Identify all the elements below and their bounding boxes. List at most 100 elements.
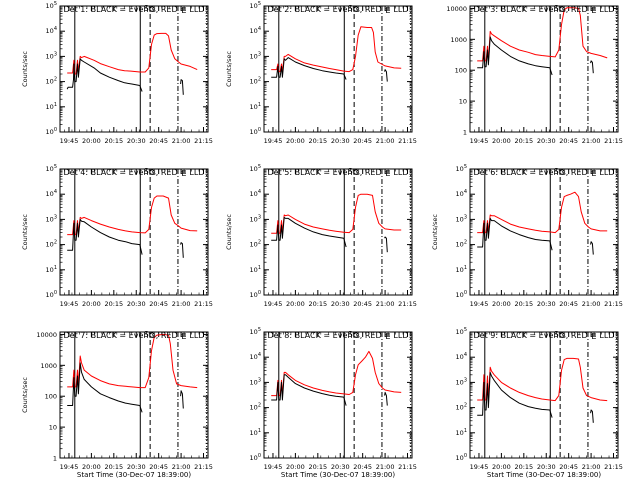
panel-det-8: 100 101 102 103 104 105 19:45 20:00 20:15 20:30 20… bbox=[250, 327, 417, 479]
y-tick-label: 102 bbox=[456, 403, 467, 412]
marker-label-end: E bbox=[385, 6, 390, 15]
plot-frame bbox=[59, 5, 209, 133]
events-series-line bbox=[67, 362, 143, 413]
events-series-line-segment bbox=[180, 79, 184, 95]
marker-label-end: E bbox=[385, 332, 390, 341]
marker-circle bbox=[559, 6, 565, 12]
x-tick-label: 21:15 bbox=[398, 137, 417, 145]
x-tick-label: 20:30 bbox=[537, 300, 556, 308]
x-tick-label: 20:45 bbox=[149, 137, 168, 145]
x-tick-label: 21:15 bbox=[604, 463, 623, 471]
x-tick-label: 21:15 bbox=[194, 463, 213, 471]
plot-frame bbox=[469, 331, 619, 459]
x-tick-label: 19:45 bbox=[470, 463, 489, 471]
y-tick-label: 105 bbox=[46, 164, 57, 173]
y-tick-label: 104 bbox=[46, 26, 57, 35]
x-tick-label: 20:15 bbox=[514, 300, 533, 308]
panel-title: Det 3: BLACK = Events, RED = LLD bbox=[474, 5, 615, 14]
panel-title: Det 1: BLACK = Events, RED = LLD bbox=[64, 5, 205, 14]
panel-det-1: 100 101 102 103 104 105 19:45 20:00 20:15 20:30 20… bbox=[21, 1, 213, 145]
x-tick-label: 20:45 bbox=[353, 137, 372, 145]
x-tick-label: 20:45 bbox=[353, 300, 372, 308]
y-tick-label: 105 bbox=[456, 327, 467, 336]
y-tick-label: 100 bbox=[455, 67, 467, 75]
marker-circle bbox=[149, 332, 155, 338]
events-series-line-segment bbox=[180, 390, 184, 409]
x-tick-label: 21:00 bbox=[582, 463, 601, 471]
marker-label-start: S bbox=[144, 330, 149, 339]
y-tick-label: 104 bbox=[46, 189, 57, 198]
panel-det-6: 100 101 102 103 104 105 19:45 20:00 20:15 20:30 20… bbox=[431, 164, 623, 308]
x-tick-label: 19:45 bbox=[60, 137, 79, 145]
panel-title: Det 7: BLACK = Events, RED = LLD bbox=[64, 331, 205, 340]
y-tick-label: 100 bbox=[46, 290, 57, 299]
y-axis-label: Counts/sec bbox=[431, 214, 439, 250]
panel-title: Det 9: BLACK = Events, RED = LLD bbox=[474, 331, 615, 340]
x-tick-label: 20:15 bbox=[308, 137, 327, 145]
events-series-line-segment bbox=[590, 409, 594, 423]
marker-circle bbox=[559, 332, 565, 338]
plot-frame bbox=[59, 331, 209, 459]
x-tick-label: 21:15 bbox=[604, 137, 623, 145]
x-tick-label: 20:15 bbox=[308, 463, 327, 471]
marker-label-start: S bbox=[348, 167, 353, 176]
marker-label-end: E bbox=[181, 6, 186, 15]
x-tick-label: 20:00 bbox=[492, 137, 511, 145]
x-tick-label: 20:30 bbox=[127, 300, 146, 308]
y-tick-label: 103 bbox=[250, 214, 261, 223]
x-tick-label: 20:45 bbox=[559, 300, 578, 308]
y-axis-label: Counts/sec bbox=[21, 377, 29, 413]
y-tick-label: 105 bbox=[250, 1, 261, 10]
y-tick-label: 1 bbox=[463, 129, 467, 137]
y-axis-label: Counts/sec bbox=[225, 214, 233, 250]
panel-title: Det 8: BLACK = Events, RED = LLD bbox=[268, 331, 409, 340]
marker-label-end: E bbox=[591, 169, 596, 178]
marker-label-start: S bbox=[554, 330, 559, 339]
marker-label-start: S bbox=[554, 4, 559, 13]
y-tick-label: 102 bbox=[46, 240, 57, 249]
x-tick-label: 21:00 bbox=[172, 137, 191, 145]
x-tick-label: 21:00 bbox=[172, 463, 191, 471]
y-tick-label: 102 bbox=[456, 240, 467, 249]
y-tick-label: 102 bbox=[46, 77, 57, 86]
x-tick-label: 21:00 bbox=[172, 300, 191, 308]
x-tick-label: 19:45 bbox=[470, 137, 489, 145]
y-tick-label: 101 bbox=[250, 265, 261, 274]
y-tick-label: 105 bbox=[46, 1, 57, 10]
x-tick-label: 20:00 bbox=[492, 463, 511, 471]
y-tick-label: 100 bbox=[456, 453, 467, 462]
x-tick-label: 20:30 bbox=[331, 300, 350, 308]
x-tick-label: 20:00 bbox=[286, 300, 305, 308]
events-series-line bbox=[271, 216, 347, 248]
marker-circle bbox=[353, 6, 359, 12]
marker-label-start: S bbox=[144, 4, 149, 13]
y-tick-label: 104 bbox=[456, 189, 467, 198]
x-tick-label: 20:15 bbox=[104, 300, 123, 308]
y-tick-label: 103 bbox=[456, 377, 467, 386]
y-axis-label: Counts/sec bbox=[225, 51, 233, 87]
lld-series-line bbox=[67, 333, 198, 389]
y-tick-label: 1 bbox=[53, 455, 57, 463]
x-tick-label: 20:00 bbox=[82, 300, 101, 308]
y-tick-label: 102 bbox=[250, 77, 261, 86]
marker-circle bbox=[353, 169, 359, 175]
y-tick-label: 101 bbox=[456, 265, 467, 274]
panel-det-7: 1 10 100 1000 10000 19:45 20:00 20:15 20:30 20:45… bbox=[21, 330, 213, 479]
x-tick-label: 20:15 bbox=[514, 137, 533, 145]
y-tick-label: 105 bbox=[250, 327, 261, 336]
x-tick-label: 21:00 bbox=[376, 137, 395, 145]
lld-series-line bbox=[271, 193, 402, 234]
marker-label-end: E bbox=[181, 332, 186, 341]
x-tick-label: 20:30 bbox=[331, 137, 350, 145]
x-tick-label: 21:15 bbox=[398, 463, 417, 471]
x-tick-label: 20:30 bbox=[127, 137, 146, 145]
x-tick-label: 21:00 bbox=[582, 300, 601, 308]
marker-label-end: E bbox=[385, 169, 390, 178]
x-axis-label: Start Time (30-Dec-07 18:39:00) bbox=[77, 471, 191, 479]
y-tick-label: 10 bbox=[459, 98, 467, 106]
events-series-line-segment bbox=[384, 236, 388, 253]
events-series-line bbox=[477, 217, 553, 251]
lld-series-line bbox=[67, 32, 198, 75]
y-tick-label: 103 bbox=[46, 214, 57, 223]
panel-title: Det 6: BLACK = Events, RED = LLD bbox=[474, 168, 615, 177]
